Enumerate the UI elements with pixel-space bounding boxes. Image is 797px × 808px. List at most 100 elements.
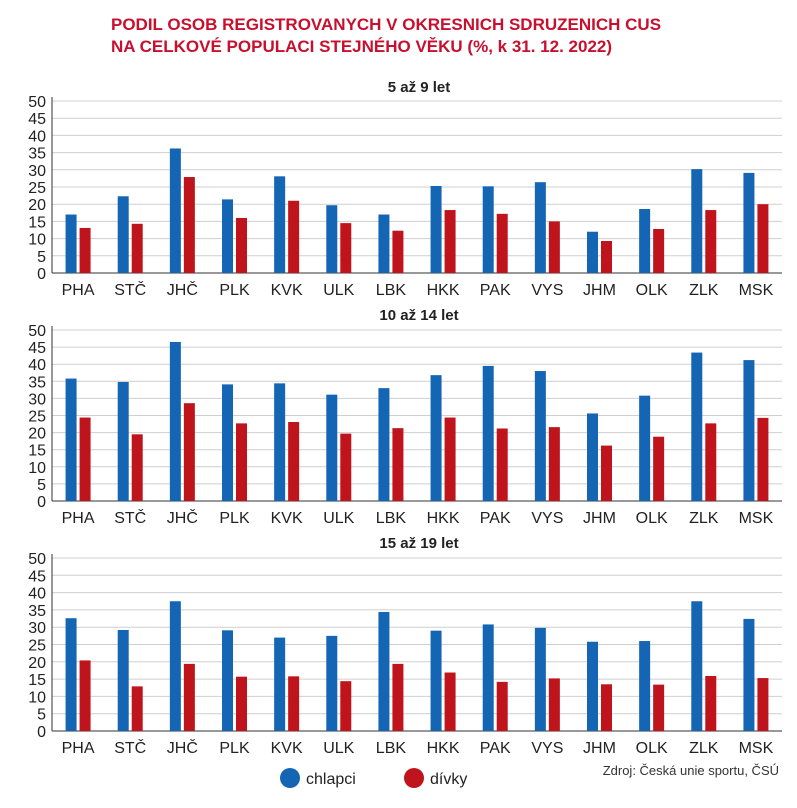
x-tick-label: MSK xyxy=(739,282,774,299)
bar-chlapci-STČ xyxy=(117,381,129,501)
y-tick-label: 25 xyxy=(28,180,46,197)
legend-label: dívky xyxy=(430,771,467,788)
bar-divky-ZLK xyxy=(705,423,717,501)
x-tick-label: STČ xyxy=(114,508,146,527)
y-tick-label: 25 xyxy=(28,409,46,426)
x-tick-label: VYS xyxy=(531,510,563,527)
bar-chlapci-LBK xyxy=(378,214,390,273)
bar-chlapci-VYS xyxy=(534,371,546,501)
x-tick-label: KVK xyxy=(271,282,303,299)
bar-chlapci-JHČ xyxy=(169,148,181,273)
bar-divky-PAK xyxy=(496,428,508,501)
bar-divky-PHA xyxy=(79,417,91,501)
y-tick-label: 10 xyxy=(28,460,46,477)
bar-divky-PLK xyxy=(236,217,247,273)
bar-chlapci-PHA xyxy=(65,378,77,501)
bar-divky-JHČ xyxy=(183,177,195,273)
legend-marker-chlapci xyxy=(280,768,300,788)
y-tick-label: 20 xyxy=(28,426,46,443)
bar-divky-MSK xyxy=(757,678,769,731)
bar-chlapci-PAK xyxy=(482,365,494,501)
source-note: Zdroj: Česká unie sportu, ČSÚ xyxy=(603,763,779,778)
x-tick-label: PHA xyxy=(62,282,95,299)
x-tick-label: STČ xyxy=(114,738,146,757)
bar-divky-ZLK xyxy=(705,210,717,273)
y-tick-label: 40 xyxy=(28,586,46,603)
x-tick-label: JHM xyxy=(583,740,616,757)
y-tick-label: 0 xyxy=(37,724,46,741)
bar-divky-ZLK xyxy=(705,675,717,731)
bar-chlapci-JHM xyxy=(587,641,598,731)
bar-divky-JHČ xyxy=(183,663,195,731)
bar-chlapci-STČ xyxy=(117,629,129,731)
bar-chlapci-VYS xyxy=(534,627,546,731)
y-tick-label: 50 xyxy=(28,323,46,340)
bar-divky-LBK xyxy=(392,230,404,273)
y-tick-label: 20 xyxy=(28,197,46,214)
x-tick-label: JHČ xyxy=(167,280,198,299)
bar-divky-VYS xyxy=(548,427,560,501)
bar-divky-VYS xyxy=(548,221,560,273)
x-tick-label: PLK xyxy=(219,740,250,757)
x-tick-label: PLK xyxy=(219,282,250,299)
x-tick-label: PAK xyxy=(480,740,511,757)
x-tick-label: ZLK xyxy=(689,510,719,527)
x-tick-label: PAK xyxy=(480,510,511,527)
bar-divky-JHM xyxy=(601,684,612,731)
bar-chlapci-JHČ xyxy=(169,601,181,731)
bar-divky-JHM xyxy=(601,241,612,273)
y-tick-label: 50 xyxy=(28,551,46,568)
bar-chlapci-LBK xyxy=(378,611,390,731)
bar-divky-MSK xyxy=(757,417,769,501)
bar-chlapci-ULK xyxy=(326,635,338,731)
x-tick-label: ZLK xyxy=(689,282,719,299)
x-tick-label: VYS xyxy=(531,282,563,299)
panel-title: 10 až 14 let xyxy=(379,307,458,324)
bar-divky-KVK xyxy=(288,200,300,273)
y-tick-label: 20 xyxy=(28,655,46,672)
y-tick-label: 40 xyxy=(28,128,46,145)
x-tick-label: LBK xyxy=(376,282,407,299)
y-tick-label: 15 xyxy=(28,214,46,231)
bar-divky-PLK xyxy=(236,676,247,731)
y-tick-label: 15 xyxy=(28,443,46,460)
bar-chlapci-JHM xyxy=(587,231,598,273)
bar-divky-ULK xyxy=(340,223,352,273)
legend-label: chlapci xyxy=(306,771,356,788)
x-tick-label: HKK xyxy=(427,282,460,299)
y-tick-label: 35 xyxy=(28,603,46,620)
bar-chlapci-MSK xyxy=(743,172,755,273)
bar-divky-OLK xyxy=(653,436,665,501)
bar-chlapci-ULK xyxy=(326,205,338,273)
bar-chlapci-HKK xyxy=(430,185,442,273)
x-tick-label: ULK xyxy=(323,282,354,299)
x-tick-label: ZLK xyxy=(689,740,719,757)
x-tick-label: PAK xyxy=(480,282,511,299)
bar-chlapci-PHA xyxy=(65,214,77,273)
y-tick-label: 10 xyxy=(28,689,46,706)
x-tick-label: OLK xyxy=(636,282,668,299)
panel-title: 15 až 19 let xyxy=(379,535,458,552)
bar-chlapci-KVK xyxy=(274,176,286,273)
chart-title-line2: NA CELKOVÉ POPULACI STEJNÉHO VĚKU (%, k … xyxy=(111,37,613,56)
bar-chlapci-ZLK xyxy=(691,601,703,731)
panel-title: 5 až 9 let xyxy=(388,79,451,96)
x-tick-label: LBK xyxy=(376,740,407,757)
y-tick-label: 35 xyxy=(28,146,46,163)
y-tick-label: 0 xyxy=(37,494,46,511)
bar-divky-PHA xyxy=(79,660,91,731)
bar-chlapci-HKK xyxy=(430,630,442,731)
x-tick-label: LBK xyxy=(376,510,407,527)
bar-divky-HKK xyxy=(444,417,456,501)
bar-divky-PHA xyxy=(79,227,91,273)
bar-divky-LBK xyxy=(392,663,404,731)
y-tick-label: 35 xyxy=(28,374,46,391)
bar-divky-HKK xyxy=(444,672,456,731)
x-tick-label: VYS xyxy=(531,740,563,757)
x-tick-label: OLK xyxy=(636,510,668,527)
y-tick-label: 5 xyxy=(37,249,46,266)
y-tick-label: 45 xyxy=(28,340,46,357)
y-tick-label: 0 xyxy=(37,266,46,283)
y-tick-label: 5 xyxy=(37,477,46,494)
